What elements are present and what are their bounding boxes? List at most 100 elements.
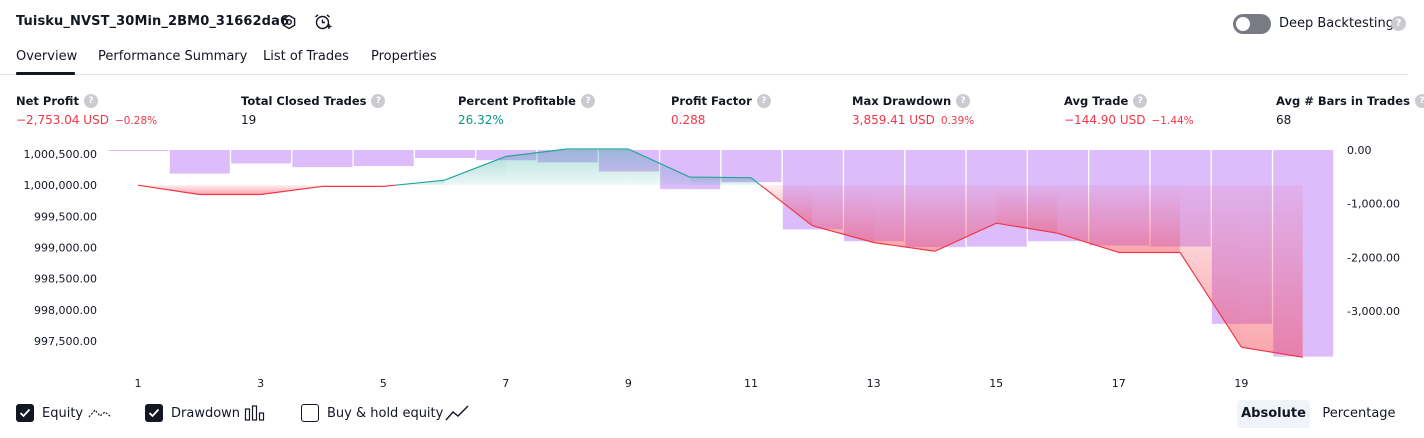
help-icon[interactable]: ? (83, 94, 98, 108)
help-icon[interactable]: ? (956, 94, 971, 108)
drawdown-bar (353, 150, 414, 167)
metric-net-profit-value: −2,753.04 USD −0.28% (16, 113, 158, 127)
drawdown-bars-icon (244, 403, 266, 427)
help-icon[interactable]: ? (371, 94, 386, 108)
equity-area (138, 149, 1303, 358)
x-axis-tick-label: 13 (867, 377, 881, 390)
drawdown-bar (231, 150, 292, 164)
metric-total-closed-trades-label: Total Closed Trades? (241, 94, 386, 108)
x-axis-tick-label: 7 (502, 377, 509, 390)
metric-percent-profitable-label: Percent Profitable? (458, 94, 595, 108)
equity-line-segment (395, 179, 445, 186)
tab-performance-summary[interactable]: Performance Summary (98, 49, 248, 64)
right-axis-tick-label: -1,000.00 (1347, 198, 1400, 211)
tab-overview[interactable]: Overview (16, 49, 78, 64)
equity-area-segment (199, 185, 261, 195)
equity-line-segment (505, 148, 568, 158)
left-axis-tick-label: 1,000,000.00 (24, 179, 97, 192)
equity-checkbox[interactable] (16, 404, 34, 422)
left-axis-labels: 1,000,500.00 1,000,000.00 999,500.00 999,00… (24, 148, 97, 348)
deep-backtesting-toggle[interactable] (1233, 14, 1271, 34)
equity-line-segment (1241, 346, 1303, 358)
equity-area-segment (1057, 185, 1119, 253)
left-axis-tick-label: 999,500.00 (34, 210, 97, 223)
equity-legend-label[interactable]: Equity (42, 406, 84, 421)
x-axis-tick-label: 9 (625, 377, 632, 390)
right-axis-tick-label: 0.00 (1347, 144, 1372, 157)
equity-line-segment (760, 184, 813, 227)
left-axis-tick-label: 998,000.00 (34, 304, 97, 317)
metric-total-closed-trades-value: 19 (241, 113, 257, 127)
equity-area-segment (689, 177, 751, 186)
equity-line (137, 148, 1303, 358)
x-axis-tick-label: 17 (1112, 377, 1126, 390)
equity-line-segment (383, 184, 396, 188)
left-axis-tick-label: 998,500.00 (34, 273, 97, 286)
settings-gear-icon[interactable] (279, 12, 299, 32)
x-axis-tick-label: 3 (257, 377, 264, 390)
x-axis-tick-label: 15 (989, 377, 1003, 390)
metric-avg-bars-label: Avg # Bars in Trades? (1276, 94, 1424, 108)
drawdown-legend-label[interactable]: Drawdown (171, 406, 241, 421)
equity-line-segment (137, 184, 200, 196)
drawdown-bar (721, 150, 782, 183)
drawdown-bar (108, 150, 169, 151)
x-axis-tick-label: 5 (380, 377, 387, 390)
right-axis-tick-label: -2,000.00 (1347, 251, 1400, 264)
equity-area-segment (567, 149, 629, 186)
x-axis-labels: 1 3 5 7 9 11 13 15 17 19 (135, 377, 1249, 390)
equity-area-segment (934, 185, 997, 252)
metric-avg-trade-value: −144.90 USD −1.44% (1064, 113, 1194, 127)
equity-line-segment (444, 155, 507, 181)
left-axis-tick-label: 999,000.00 (34, 242, 97, 255)
tab-list-of-trades[interactable]: List of Trades (263, 49, 349, 64)
x-axis-tick-label: 11 (744, 377, 758, 390)
tab-properties[interactable]: Properties (371, 49, 437, 64)
metric-profit-factor-value: 0.288 (671, 113, 706, 127)
x-axis-tick-label: 1 (135, 377, 142, 390)
add-alert-clock-icon[interactable] (313, 12, 333, 32)
equity-line-icon (88, 403, 112, 427)
drawdown-checkbox[interactable] (145, 404, 163, 422)
absolute-mode-button[interactable]: Absolute (1237, 400, 1310, 428)
drawdown-bar (415, 150, 475, 159)
equity-area-segment (444, 156, 506, 186)
right-axis-tick-label: -3,000.00 (1347, 305, 1400, 318)
buy-hold-checkbox[interactable] (301, 404, 319, 422)
equity-line-segment (934, 222, 997, 252)
equity-area-segment (873, 185, 935, 252)
deep-backtesting-label: Deep Backtesting (1279, 16, 1395, 31)
help-icon[interactable]: ? (1133, 94, 1148, 108)
buy-hold-line-icon (445, 403, 469, 427)
help-icon[interactable]: ? (756, 94, 771, 108)
buy-hold-legend-label[interactable]: Buy & hold equity (327, 406, 444, 421)
left-axis-tick-label: 997,500.00 (34, 335, 97, 348)
equity-line-segment (628, 148, 690, 178)
metric-avg-trade-label: Avg Trade? (1064, 94, 1148, 108)
drawdown-bar (169, 150, 230, 174)
help-icon[interactable]: ? (1414, 94, 1424, 108)
strategy-title: Tuisku_NVST_30Min_2BM0_31662da6 (16, 14, 290, 29)
equity-drawdown-chart[interactable]: 1,000,500.00 1,000,000.00 999,500.00 999,00… (0, 140, 1424, 395)
equity-line-segment (996, 222, 1058, 234)
drawdown-bar (292, 150, 353, 168)
deep-backtesting-help-icon[interactable]: ? (1391, 16, 1406, 31)
drawdown-bar (476, 150, 537, 161)
right-axis-labels: 0.00 -1,000.00 -2,000.00 -3,000.00 (1347, 144, 1400, 318)
equity-area-segment (1180, 185, 1242, 348)
help-icon[interactable]: ? (580, 94, 595, 108)
percentage-mode-button[interactable]: Percentage (1322, 406, 1396, 421)
equity-area-segment (505, 149, 568, 186)
metric-max-drawdown-value: 3,859.41 USD 0.39% (852, 113, 975, 127)
equity-area-segment (996, 185, 1058, 234)
equity-line-segment (1179, 252, 1242, 348)
left-axis-tick-label: 1,000,500.00 (24, 148, 97, 161)
metric-profit-factor-label: Profit Factor? (671, 94, 771, 108)
x-axis-tick-label: 19 (1234, 377, 1248, 390)
tabs-divider (0, 74, 1408, 75)
equity-line-segment (812, 225, 874, 244)
equity-area-segment (1118, 185, 1181, 253)
metric-net-profit-label: Net Profit? (16, 94, 98, 108)
equity-area-segment (1241, 185, 1303, 358)
toggle-knob (1236, 17, 1250, 31)
